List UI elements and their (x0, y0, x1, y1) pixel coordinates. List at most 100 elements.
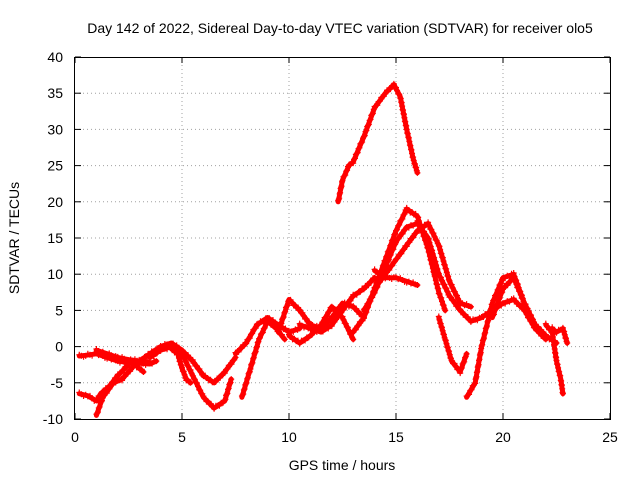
data-point-marker (240, 386, 247, 393)
data-point-marker (296, 340, 303, 347)
data-point-marker (193, 380, 200, 387)
data-point-marker (96, 403, 103, 410)
data-point-marker (439, 298, 446, 305)
data-point-marker (99, 397, 106, 404)
data-point-marker (154, 350, 161, 357)
data-point-marker (429, 250, 436, 257)
data-point-marker (522, 301, 529, 308)
data-point-marker (358, 139, 365, 146)
data-point-marker (330, 319, 337, 326)
data-point-marker (247, 365, 254, 372)
data-point-marker (375, 279, 382, 286)
data-point-marker (371, 284, 378, 291)
data-point-marker (529, 316, 536, 323)
data-point-marker (425, 219, 432, 226)
data-point-marker (299, 309, 306, 316)
data-point-marker (464, 392, 471, 399)
data-point-marker (553, 329, 560, 336)
data-point-marker (401, 246, 408, 253)
data-point-marker (376, 279, 383, 286)
data-point-marker (355, 145, 362, 152)
data-point-marker (223, 366, 230, 373)
data-point-marker (259, 329, 266, 336)
data-point-marker (383, 262, 390, 269)
data-point-marker (356, 144, 363, 151)
data-point-marker (343, 302, 350, 309)
data-point-marker (382, 263, 389, 270)
data-point-marker (153, 358, 160, 365)
data-point-marker (367, 116, 374, 123)
data-point-marker (278, 331, 285, 338)
data-point-marker (428, 226, 435, 233)
data-point-marker (368, 295, 375, 302)
data-point-marker (512, 277, 519, 284)
data-point-marker (199, 371, 206, 378)
data-point-marker (353, 291, 360, 298)
data-point-marker (325, 325, 332, 332)
data-point-marker (339, 177, 346, 184)
data-point-marker (98, 398, 105, 405)
data-point-marker (197, 387, 204, 394)
data-point-marker (372, 283, 379, 290)
data-point-marker (388, 262, 395, 269)
data-point-marker (352, 326, 359, 333)
data-point-marker (369, 294, 376, 301)
data-point-marker (221, 370, 228, 377)
grid (75, 57, 610, 419)
data-point-marker (253, 344, 260, 351)
plot-area (76, 80, 571, 418)
data-point-marker (95, 409, 102, 416)
data-point-marker (412, 210, 419, 217)
data-point-marker (336, 303, 343, 310)
data-point-marker (422, 231, 429, 238)
data-point-marker (415, 214, 422, 221)
data-point-marker (386, 266, 393, 273)
data-point-marker (544, 323, 551, 330)
data-point-marker (343, 168, 350, 175)
data-point-marker (390, 259, 397, 266)
data-point-marker (217, 374, 224, 381)
data-point-marker (102, 390, 109, 397)
data-point-marker (457, 370, 464, 377)
data-point-marker (393, 84, 399, 91)
series-arc-14 (350, 204, 449, 335)
data-point-marker (281, 309, 288, 316)
data-point-marker (370, 290, 377, 297)
data-point-marker (520, 298, 527, 305)
data-point-marker (374, 283, 381, 290)
x-tick-label: 10 (281, 429, 297, 445)
data-point-marker (351, 156, 358, 163)
data-point-marker (438, 294, 445, 301)
data-point-marker (361, 132, 368, 139)
data-point-marker (180, 352, 187, 359)
data-point-marker (318, 323, 325, 330)
data-point-marker (398, 231, 405, 238)
data-point-marker (242, 380, 249, 387)
data-point-marker (435, 313, 442, 320)
data-point-marker (380, 272, 387, 279)
data-point-marker (175, 354, 182, 361)
data-point-marker (342, 320, 349, 327)
data-point-marker (513, 281, 520, 288)
data-point-marker (440, 331, 447, 338)
data-point-marker (399, 215, 406, 222)
data-point-marker (386, 252, 393, 259)
data-point-marker (438, 250, 445, 257)
data-point-marker (400, 211, 407, 218)
data-point-marker (340, 306, 347, 313)
data-point-marker (439, 277, 446, 284)
data-point-marker (250, 355, 257, 362)
data-point-marker (414, 219, 421, 226)
data-point-marker (480, 314, 487, 321)
data-point-marker (564, 339, 571, 346)
data-point-marker (445, 276, 452, 283)
data-point-marker (223, 391, 230, 398)
data-point-marker (175, 351, 182, 358)
data-point-marker (460, 359, 467, 366)
data-point-marker (447, 294, 454, 301)
data-point-marker (559, 390, 566, 397)
data-point-marker (467, 303, 474, 310)
data-point-marker (368, 278, 375, 285)
data-point-marker (490, 312, 497, 319)
data-point-marker (527, 312, 534, 319)
